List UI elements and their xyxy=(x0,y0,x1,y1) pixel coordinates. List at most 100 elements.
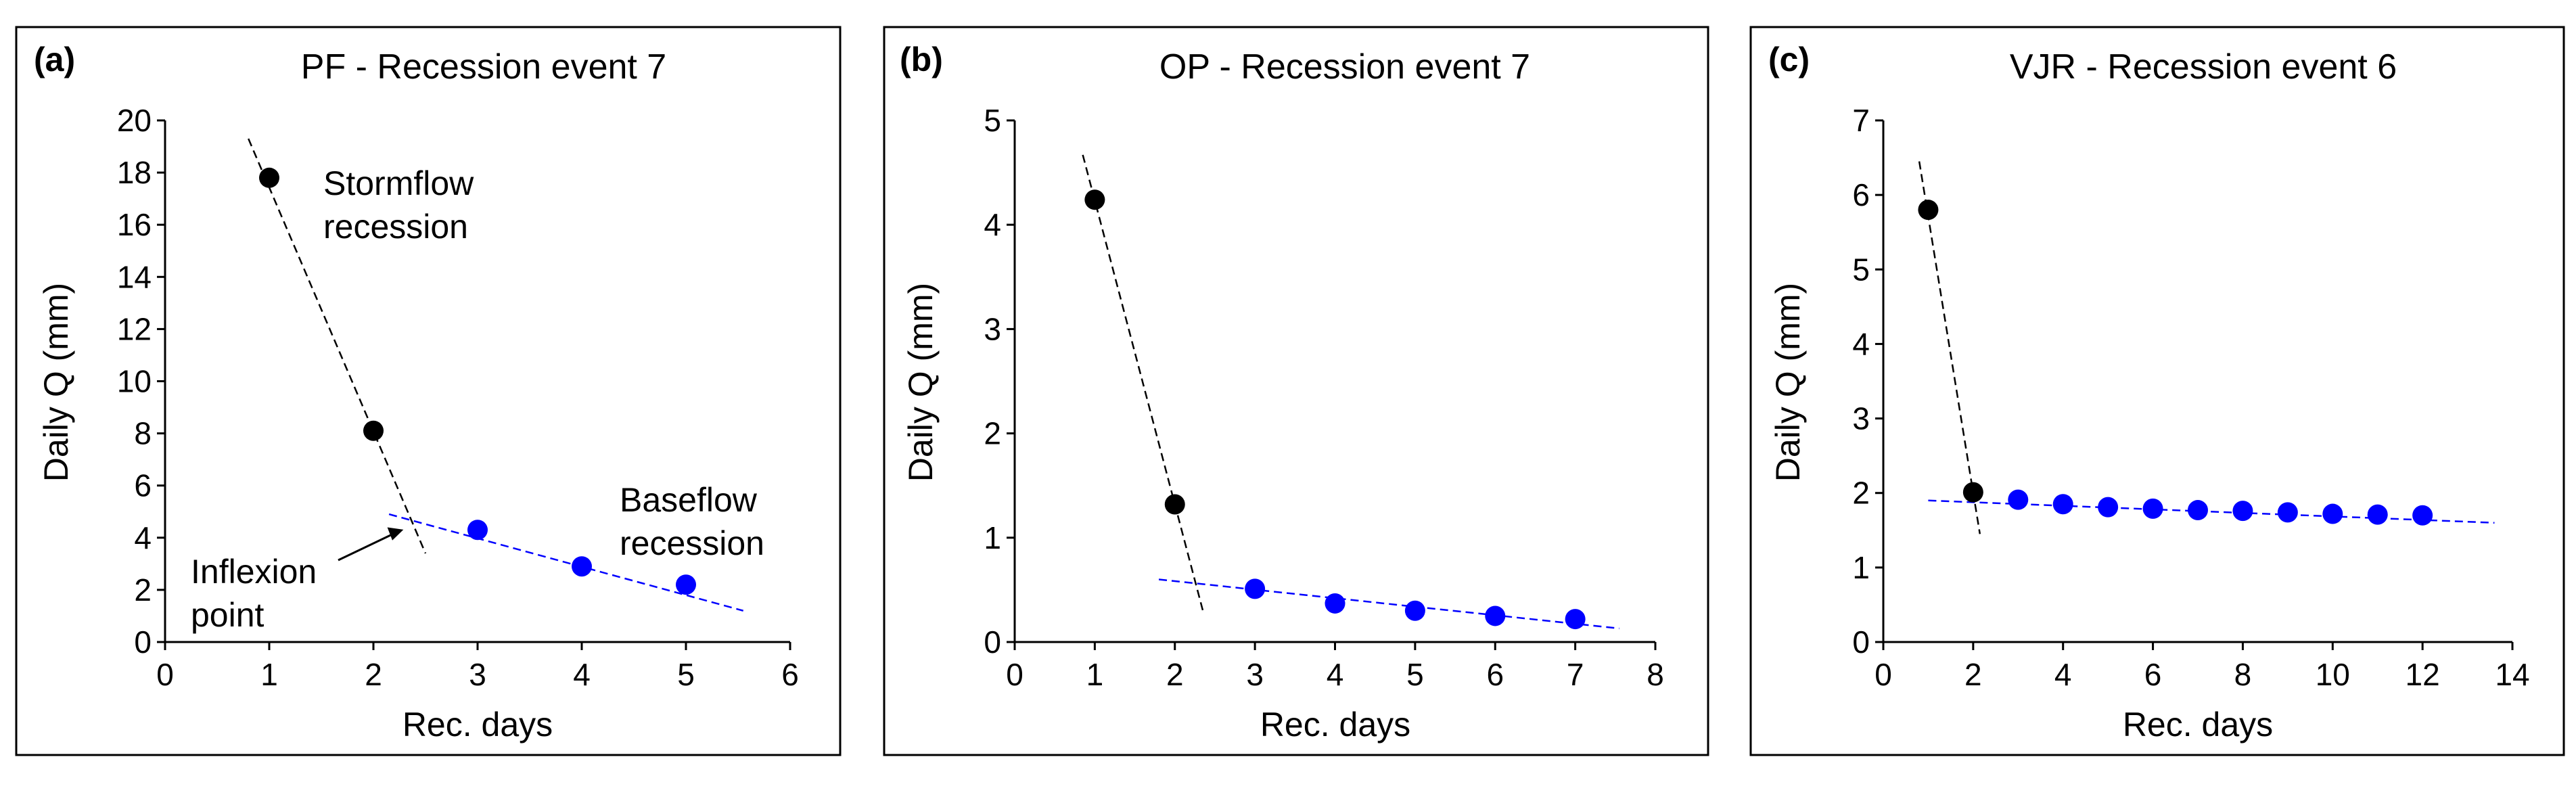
stormflow-trendline xyxy=(1918,161,1981,534)
y-tick-label: 3 xyxy=(1852,401,1870,436)
stormflow-annotation-line1: Stormflow xyxy=(323,164,474,202)
y-tick-label: 16 xyxy=(117,207,152,242)
baseflow-point xyxy=(572,556,592,577)
x-tick-label: 6 xyxy=(781,657,799,692)
chart-title: PF - Recession event 7 xyxy=(301,47,666,87)
panel-frame xyxy=(883,26,1709,756)
stormflow-trendline xyxy=(248,138,427,554)
x-tick-label: 8 xyxy=(2234,657,2252,692)
y-tick-label: 20 xyxy=(117,103,152,138)
x-tick-label: 3 xyxy=(469,657,486,692)
y-tick-label: 1 xyxy=(1852,550,1870,585)
baseflow-annotation-line1: Baseflow xyxy=(620,481,758,519)
y-tick-label: 6 xyxy=(1852,177,1870,212)
inflexion-annotation-line1: Inflexion xyxy=(191,553,317,591)
baseflow-trendline xyxy=(1158,578,1619,630)
y-axis-title: Daily Q (mm) xyxy=(37,283,75,482)
baseflow-point xyxy=(2232,501,2253,522)
x-axis-title: Rec. days xyxy=(1260,706,1410,743)
baseflow-trendline xyxy=(388,513,744,612)
x-tick-label: 3 xyxy=(1246,657,1264,692)
y-axis-title: Daily Q (mm) xyxy=(902,283,940,482)
baseflow-point xyxy=(1565,609,1586,630)
y-tick-label: 5 xyxy=(1852,252,1870,287)
x-axis-title: Rec. days xyxy=(2123,706,2273,743)
chart-title: OP - Recession event 7 xyxy=(1159,47,1530,87)
baseflow-point xyxy=(676,574,696,595)
x-tick-label: 12 xyxy=(2406,657,2440,692)
y-tick-label: 0 xyxy=(984,624,1001,660)
stormflow-point xyxy=(1962,482,1983,503)
baseflow-point xyxy=(2098,497,2119,518)
y-axis-title: Daily Q (mm) xyxy=(1769,283,1807,482)
y-tick-label: 18 xyxy=(117,155,152,190)
y-tick-label: 6 xyxy=(134,468,152,503)
baseflow-point xyxy=(2188,500,2208,521)
x-tick-label: 1 xyxy=(1086,657,1104,692)
x-tick-label: 0 xyxy=(156,657,174,692)
baseflow-point xyxy=(1245,578,1266,599)
y-tick-label: 2 xyxy=(984,416,1001,451)
stormflow-point xyxy=(1084,189,1105,210)
x-tick-label: 4 xyxy=(2054,657,2072,692)
panel-frame xyxy=(1749,26,2565,756)
x-tick-label: 7 xyxy=(1567,657,1584,692)
x-tick-label: 4 xyxy=(1327,657,1344,692)
y-tick-label: 7 xyxy=(1852,103,1870,138)
x-tick-label: 10 xyxy=(2316,657,2350,692)
baseflow-point xyxy=(1325,593,1346,614)
x-tick-label: 5 xyxy=(1406,657,1424,692)
stormflow-annotation-line2: recession xyxy=(323,208,468,246)
x-tick-label: 2 xyxy=(1964,657,1982,692)
x-tick-label: 4 xyxy=(573,657,591,692)
baseflow-point xyxy=(1404,600,1425,621)
x-tick-label: 1 xyxy=(260,657,278,692)
panel-label: (c) xyxy=(1768,41,1810,78)
y-tick-label: 14 xyxy=(117,259,152,294)
panel-2: 0 1 2 3 4 5 0 1 2 3 4 5 6 7 8 (b) OP - Recession event 7… xyxy=(883,26,1709,756)
baseflow-annotation-line2: recession xyxy=(620,524,764,562)
baseflow-point xyxy=(1485,605,1506,626)
inflexion-annotation-line2: point xyxy=(191,596,264,634)
x-axis-title: Rec. days xyxy=(402,706,553,743)
x-tick-label: 8 xyxy=(1647,657,1664,692)
y-tick-label: 5 xyxy=(984,103,1001,138)
panel-frame xyxy=(15,26,842,756)
baseflow-point xyxy=(467,520,488,541)
y-tick-label: 0 xyxy=(1852,624,1870,660)
y-tick-label: 2 xyxy=(1852,476,1870,511)
y-tick-label: 4 xyxy=(984,207,1001,242)
x-tick-label: 0 xyxy=(1006,657,1024,692)
x-tick-label: 6 xyxy=(2144,657,2162,692)
y-tick-label: 4 xyxy=(134,520,152,555)
y-tick-label: 0 xyxy=(134,624,152,660)
y-tick-label: 2 xyxy=(134,572,152,608)
baseflow-point xyxy=(2277,502,2298,523)
panel-label: (a) xyxy=(34,41,75,78)
chart-title: VJR - Recession event 6 xyxy=(2010,47,2397,87)
x-tick-label: 5 xyxy=(677,657,695,692)
baseflow-point xyxy=(2052,494,2073,515)
baseflow-point xyxy=(2322,503,2343,524)
y-tick-label: 12 xyxy=(117,311,152,346)
stormflow-trendline xyxy=(1082,154,1204,612)
y-tick-label: 10 xyxy=(117,364,152,399)
baseflow-point xyxy=(2412,505,2433,526)
x-tick-label: 2 xyxy=(1166,657,1184,692)
baseflow-point xyxy=(2367,504,2388,525)
x-tick-label: 2 xyxy=(365,657,382,692)
y-tick-label: 1 xyxy=(984,520,1001,555)
inflexion-arrowhead xyxy=(387,527,404,541)
y-tick-label: 3 xyxy=(984,311,1001,346)
x-tick-label: 14 xyxy=(2495,657,2529,692)
stormflow-point xyxy=(259,167,279,188)
x-tick-label: 6 xyxy=(1486,657,1504,692)
x-tick-label: 0 xyxy=(1874,657,1892,692)
stormflow-point xyxy=(1918,200,1939,221)
inflexion-arrow xyxy=(338,530,400,562)
baseflow-point xyxy=(2142,498,2163,519)
y-tick-label: 4 xyxy=(1852,326,1870,361)
